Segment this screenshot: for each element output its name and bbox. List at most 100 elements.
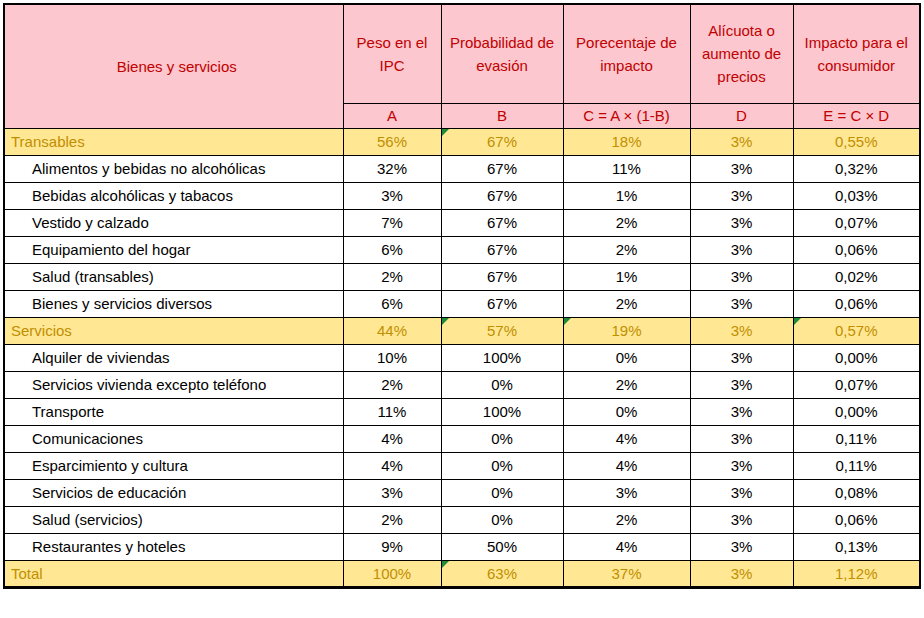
value-cell[interactable]: 0,07% [793, 209, 920, 236]
value-cell[interactable]: 0,55% [793, 128, 920, 155]
value-cell[interactable]: 2% [343, 371, 441, 398]
value-cell[interactable]: 0,03% [793, 182, 920, 209]
value-cell[interactable]: 2% [563, 290, 690, 317]
value-cell[interactable]: 3% [690, 182, 793, 209]
row-label-cell[interactable]: Vestido y calzado [4, 209, 343, 236]
value-cell[interactable]: 3% [690, 506, 793, 533]
value-cell[interactable]: 3% [343, 182, 441, 209]
value-cell[interactable]: 19% [563, 317, 690, 344]
value-cell[interactable]: 3% [690, 263, 793, 290]
column-header-porecentaje-de-impacto[interactable]: Porecentaje de impacto [563, 4, 690, 103]
value-cell[interactable]: 9% [343, 533, 441, 560]
value-cell[interactable]: 3% [690, 425, 793, 452]
column-header-probabilidad-de-evasion[interactable]: Probabilidad de evasión [441, 4, 563, 103]
value-cell[interactable]: 3% [690, 209, 793, 236]
value-cell[interactable]: 4% [563, 425, 690, 452]
value-cell[interactable]: 0,06% [793, 236, 920, 263]
value-cell[interactable]: 37% [563, 560, 690, 587]
value-cell[interactable]: 0% [441, 452, 563, 479]
value-cell[interactable]: 3% [690, 371, 793, 398]
value-cell[interactable]: 6% [343, 290, 441, 317]
value-cell[interactable]: 50% [441, 533, 563, 560]
column-header-peso-en-el-ipc[interactable]: Peso en el IPC [343, 4, 441, 103]
value-cell[interactable]: 0,32% [793, 155, 920, 182]
value-cell[interactable]: 0,11% [793, 425, 920, 452]
value-cell[interactable]: 4% [563, 452, 690, 479]
row-label-cell[interactable]: Esparcimiento y cultura [4, 452, 343, 479]
value-cell[interactable]: 67% [441, 209, 563, 236]
row-label-cell[interactable]: Servicios vivienda excepto teléfono [4, 371, 343, 398]
value-cell[interactable]: 100% [441, 398, 563, 425]
value-cell[interactable]: 100% [343, 560, 441, 587]
row-label-cell[interactable]: Bebidas alcohólicas y tabacos [4, 182, 343, 209]
value-cell[interactable]: 3% [690, 344, 793, 371]
value-cell[interactable]: 67% [441, 263, 563, 290]
value-cell[interactable]: 18% [563, 128, 690, 155]
row-label-cell[interactable]: Alquiler de viviendas [4, 344, 343, 371]
value-cell[interactable]: 3% [343, 479, 441, 506]
column-code-a[interactable]: A [343, 103, 441, 128]
value-cell[interactable]: 1% [563, 263, 690, 290]
value-cell[interactable]: 0,00% [793, 344, 920, 371]
value-cell[interactable]: 67% [441, 155, 563, 182]
value-cell[interactable]: 44% [343, 317, 441, 344]
value-cell[interactable]: 2% [563, 371, 690, 398]
value-cell[interactable]: 0% [441, 425, 563, 452]
value-cell[interactable]: 57% [441, 317, 563, 344]
value-cell[interactable]: 3% [690, 128, 793, 155]
value-cell[interactable]: 67% [441, 128, 563, 155]
column-code-c-formula[interactable]: C = A × (1-B) [563, 103, 690, 128]
row-label-cell[interactable]: Comunicaciones [4, 425, 343, 452]
value-cell[interactable]: 1,12% [793, 560, 920, 587]
value-cell[interactable]: 3% [690, 317, 793, 344]
value-cell[interactable]: 10% [343, 344, 441, 371]
row-label-cell[interactable]: Bienes y servicios diversos [4, 290, 343, 317]
value-cell[interactable]: 0,06% [793, 506, 920, 533]
row-label-cell[interactable]: Restaurantes y hoteles [4, 533, 343, 560]
value-cell[interactable]: 0% [441, 479, 563, 506]
row-label-cell[interactable]: Total [4, 560, 343, 587]
row-label-cell[interactable]: Servicios de educación [4, 479, 343, 506]
column-code-e-formula[interactable]: E = C × D [793, 103, 920, 128]
value-cell[interactable]: 0% [441, 371, 563, 398]
row-label-cell[interactable]: Equipamiento del hogar [4, 236, 343, 263]
column-code-b[interactable]: B [441, 103, 563, 128]
column-header-alicuota-o-aumento-de-precios[interactable]: Alícuota o aumento de precios [690, 4, 793, 103]
value-cell[interactable]: 0,11% [793, 452, 920, 479]
value-cell[interactable]: 100% [441, 344, 563, 371]
value-cell[interactable]: 11% [563, 155, 690, 182]
row-label-cell[interactable]: Transporte [4, 398, 343, 425]
value-cell[interactable]: 0,00% [793, 398, 920, 425]
value-cell[interactable]: 0,57% [793, 317, 920, 344]
value-cell[interactable]: 6% [343, 236, 441, 263]
value-cell[interactable]: 7% [343, 209, 441, 236]
column-code-d[interactable]: D [690, 103, 793, 128]
row-label-cell[interactable]: Salud (servicios) [4, 506, 343, 533]
value-cell[interactable]: 3% [563, 479, 690, 506]
value-cell[interactable]: 67% [441, 236, 563, 263]
value-cell[interactable]: 3% [690, 533, 793, 560]
row-label-cell[interactable]: Alimentos y bebidas no alcohólicas [4, 155, 343, 182]
value-cell[interactable]: 2% [343, 263, 441, 290]
value-cell[interactable]: 2% [563, 236, 690, 263]
column-header-bienes-y-servicios[interactable]: Bienes y servicios [4, 4, 343, 128]
value-cell[interactable]: 0% [441, 506, 563, 533]
value-cell[interactable]: 0,13% [793, 533, 920, 560]
value-cell[interactable]: 4% [343, 452, 441, 479]
column-header-impacto-para-el-consumidor[interactable]: Impacto para el consumidor [793, 4, 920, 103]
value-cell[interactable]: 3% [690, 398, 793, 425]
row-label-cell[interactable]: Servicios [4, 317, 343, 344]
value-cell[interactable]: 63% [441, 560, 563, 587]
value-cell[interactable]: 56% [343, 128, 441, 155]
value-cell[interactable]: 3% [690, 155, 793, 182]
value-cell[interactable]: 2% [563, 209, 690, 236]
value-cell[interactable]: 3% [690, 452, 793, 479]
value-cell[interactable]: 2% [343, 506, 441, 533]
value-cell[interactable]: 1% [563, 182, 690, 209]
value-cell[interactable]: 67% [441, 182, 563, 209]
row-label-cell[interactable]: Salud (transables) [4, 263, 343, 290]
value-cell[interactable]: 0,02% [793, 263, 920, 290]
row-label-cell[interactable]: Transables [4, 128, 343, 155]
value-cell[interactable]: 0,07% [793, 371, 920, 398]
value-cell[interactable]: 4% [343, 425, 441, 452]
